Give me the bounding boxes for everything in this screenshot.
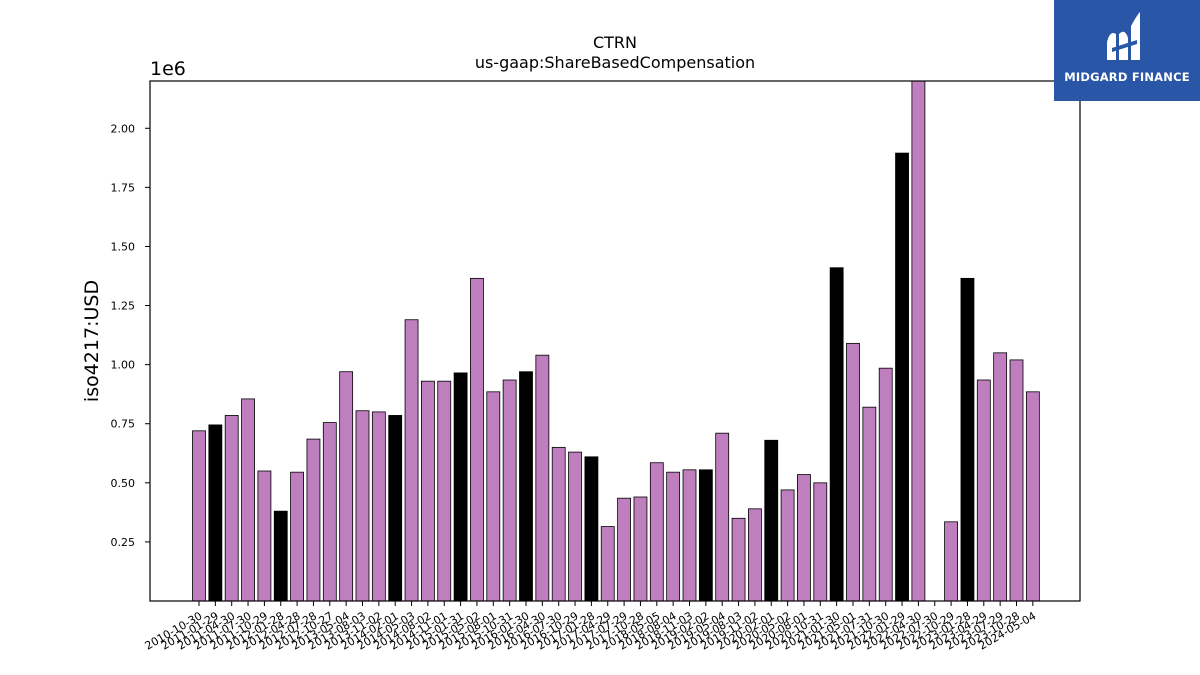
bar-2019-11-02 [748,508,762,602]
y-tick-label: 1.25 [111,300,136,313]
bar-2023-01-28 [960,277,975,602]
bar-2021-01-30 [829,267,844,602]
bar-2011-04-30 [224,415,239,602]
y-tick-label: 0.75 [111,418,136,431]
bar-2022-04-30 [911,80,926,602]
midgard-finance-logo: MIDGARD FINANCE [1054,0,1200,101]
y-offset-label: 1e6 [150,58,186,80]
bar-2013-08-03 [355,410,370,602]
bar-2013-05-04 [339,371,354,602]
bar-2014-08-02 [420,380,435,602]
bar-2020-10-31 [813,482,828,602]
logo-text: MIDGARD FINANCE [1064,70,1190,84]
bar-2011-01-29 [208,424,223,602]
midgard-logo-icon [1107,12,1140,60]
y-tick-label: 1.00 [111,359,136,372]
bar-2017-07-29 [617,497,631,602]
bar-2011-07-30 [241,398,255,602]
bar-2019-02-02 [698,469,713,602]
bar-2022-10-29 [944,521,958,602]
bar-2019-08-03 [731,517,746,602]
bar-2020-08-01 [797,474,811,602]
bar-2017-10-28 [633,496,648,602]
bars-group [192,80,1040,602]
bar-2023-10-28 [1009,359,1024,602]
y-tick-label: 1.75 [111,181,136,194]
bar-2015-08-01 [486,391,501,602]
bar-2015-10-31 [502,379,517,602]
bar-2018-05-05 [649,462,664,602]
bar-2011-10-29 [257,470,272,602]
bar-2015-05-02 [470,277,484,602]
bar-2010-10-30 [192,430,206,602]
bar-2019-05-04 [715,432,730,602]
y-axis: 0.25 0.50 0.75 1.00 1.25 1.50 1.75 2.00 [111,122,150,549]
bar-2018-08-04 [666,471,681,602]
bar-2017-01-28 [584,456,599,602]
bar-2012-10-27 [322,422,337,602]
bar-2018-11-03 [682,469,697,602]
y-tick-label: 1.50 [111,240,136,253]
bar-2012-01-28 [273,510,288,602]
x-axis: 2010-10-302011-01-292011-04-302011-07-30… [143,601,1038,653]
bar-2012-04-28 [290,471,305,602]
bar-2013-11-02 [371,411,386,602]
bar-2016-10-29 [568,451,582,602]
bar-2012-07-28 [306,438,321,602]
bar-2016-01-30 [519,371,533,602]
plot-frame [149,80,1081,602]
bar-2015-01-31 [453,372,468,602]
bar-2017-04-29 [600,526,615,602]
bar-2016-07-30 [551,446,566,602]
bar-2023-07-29 [993,352,1008,602]
bar-2014-02-01 [388,415,403,602]
chart-title: CTRN [593,33,637,52]
bar-2021-10-30 [878,367,893,602]
bar-2016-04-30 [535,354,550,602]
bar-2021-07-31 [862,406,877,602]
bar-2022-01-29 [895,152,909,602]
bar-2024-05-04 [1025,391,1040,602]
y-tick-label: 2.00 [111,122,136,135]
bar-2023-04-29 [976,379,991,602]
y-tick-label: 0.25 [111,536,136,549]
bar-2020-05-02 [780,489,795,602]
bar-2014-05-03 [404,319,419,602]
y-axis-label: iso4217:USD [81,280,103,402]
bar-2021-05-01 [846,342,860,602]
bar-2014-11-01 [437,380,452,602]
chart-subtitle: us-gaap:ShareBasedCompensation [475,53,755,72]
y-tick-label: 0.50 [111,477,136,490]
bar-2020-02-01 [764,439,779,602]
